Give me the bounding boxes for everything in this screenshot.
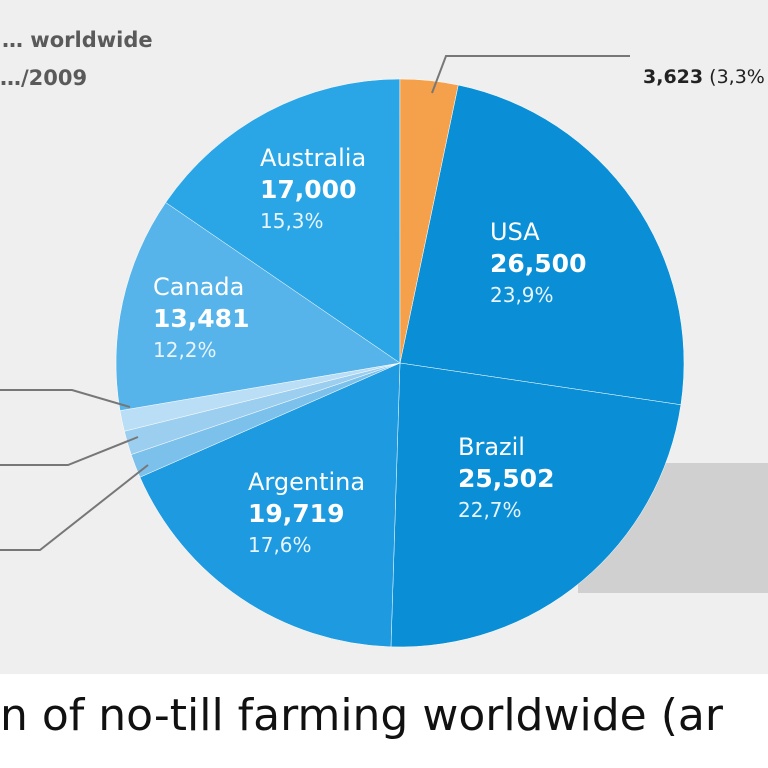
label-usa-percent: 23,9% <box>490 283 554 307</box>
leader-line-orange <box>431 55 630 94</box>
leader-line-small-1 <box>0 389 131 408</box>
pie-chart <box>0 55 685 648</box>
label-usa: USA 26,500 23,9% <box>490 218 586 307</box>
label-usa-value: 26,500 <box>490 249 587 278</box>
chart-caption: n of no-till farming worldwide (ar <box>0 690 723 741</box>
orange-slice-value: 3,623 <box>643 66 704 88</box>
leader-line-small-3 <box>0 464 149 551</box>
pie-slice-australia <box>165 78 401 364</box>
leader-line-small-2 <box>0 436 139 466</box>
label-canada-name: Canada <box>153 273 245 301</box>
pie-slice-usa <box>399 84 685 406</box>
label-canada-value: 13,481 <box>153 304 250 333</box>
pie-slice-canada <box>115 202 401 411</box>
chart-title: … worldwide <box>2 28 153 52</box>
label-usa-name: USA <box>490 218 540 246</box>
label-australia-name: Australia <box>260 144 367 172</box>
pie-slice-brazil <box>390 362 682 648</box>
pie-slices <box>115 78 685 648</box>
pie-slice-slice-8 <box>399 78 459 364</box>
label-brazil-name: Brazil <box>458 433 525 461</box>
leader-lines <box>0 55 630 551</box>
orange-slice-percent: (3,3% <box>709 66 765 88</box>
label-argentina-percent: 17,6% <box>248 533 312 557</box>
label-brazil-value: 25,502 <box>458 464 555 493</box>
label-argentina-value: 19,719 <box>248 499 345 528</box>
label-argentina-name: Argentina <box>248 468 366 496</box>
label-brazil: Brazil 25,502 22,7% <box>458 433 554 522</box>
label-australia-value: 17,000 <box>260 175 357 204</box>
label-canada: Canada 13,481 12,2% <box>153 273 249 362</box>
label-brazil-percent: 22,7% <box>458 498 522 522</box>
label-argentina: Argentina 19,719 17,6% <box>248 468 365 557</box>
label-canada-percent: 12,2% <box>153 338 217 362</box>
orange-slice-label: 3,623 (3,3% <box>643 66 765 88</box>
label-australia-percent: 15,3% <box>260 209 324 233</box>
label-australia: Australia 17,000 15,3% <box>260 144 366 233</box>
pie-slice-argentina <box>139 362 401 648</box>
chart-subtitle: …/2009 <box>0 66 88 90</box>
